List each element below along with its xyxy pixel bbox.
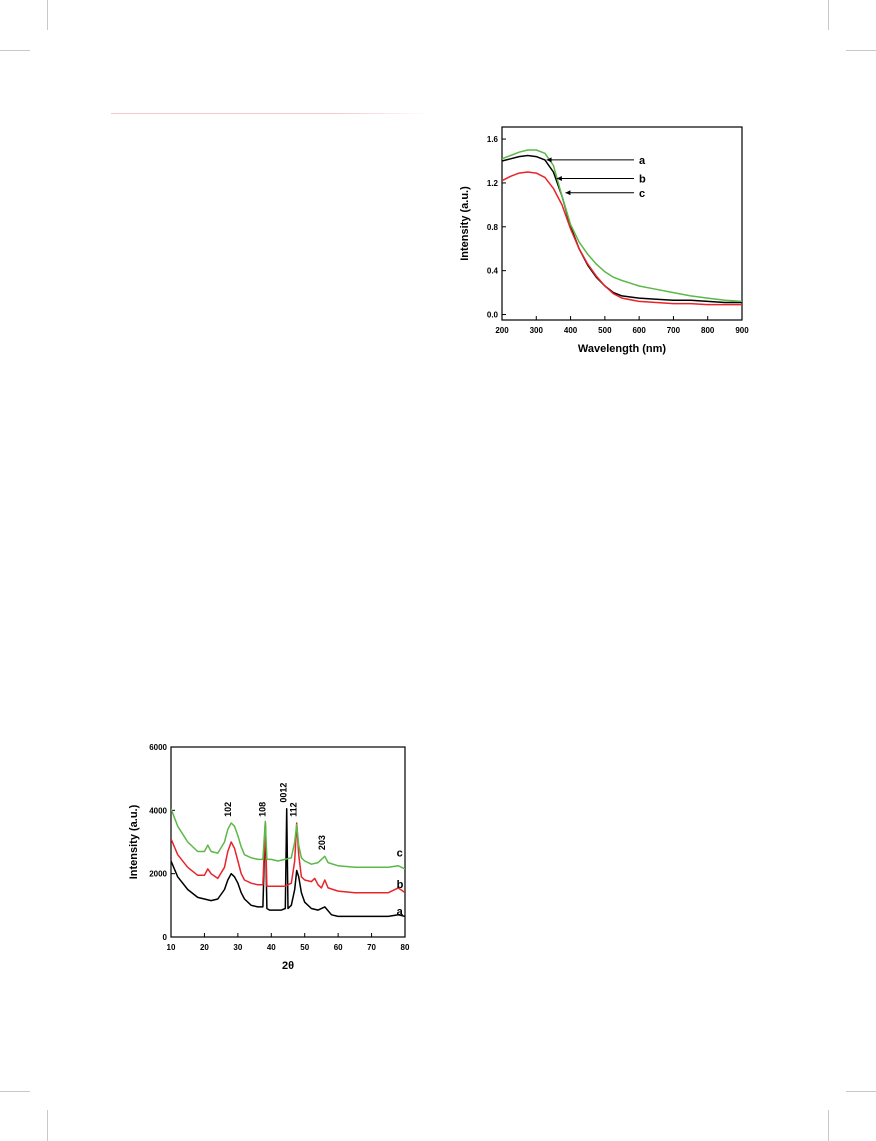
xrd-y-tick-label: 0 <box>163 933 168 942</box>
xrd-y-tick-label: 6000 <box>149 743 167 752</box>
uv-y-tick-label: 0.8 <box>487 223 499 232</box>
uv-x-tick-label: 600 <box>632 326 646 335</box>
xrd-series-label-b: b <box>397 879 404 891</box>
xrd-series-c-line <box>171 808 405 870</box>
xrd-x-tick-label: 10 <box>167 943 176 952</box>
crop-mark <box>828 0 829 30</box>
uv-x-tick-label: 500 <box>598 326 612 335</box>
uv-x-tick-label: 700 <box>667 326 681 335</box>
crop-mark <box>0 50 30 51</box>
crop-mark <box>47 0 48 30</box>
crop-mark <box>828 1110 829 1141</box>
crop-mark <box>0 1091 30 1092</box>
uv-y-tick-label: 0.4 <box>487 267 499 276</box>
xrd-peak-label-102: 102 <box>223 802 233 817</box>
xrd-series-label-c: c <box>397 847 403 859</box>
xrd-series-label-a: a <box>397 906 404 918</box>
xrd-peak-label-112: 112 <box>289 802 299 817</box>
uv-x-tick-label: 200 <box>495 326 509 335</box>
uv-annotation-label-b: b <box>639 174 646 186</box>
uv-annotation-label-c: c <box>639 188 645 200</box>
header-rule <box>111 113 431 114</box>
uv-annotation-arrowhead-c <box>565 190 571 196</box>
xrd-peak-label-0012: 0012 <box>279 783 289 803</box>
crop-mark <box>846 1091 876 1092</box>
xrd-x-tick-label: 70 <box>367 943 376 952</box>
xrd-plot-frame <box>170 746 406 938</box>
xrd-x-tick-label: 50 <box>300 943 309 952</box>
xrd-x-tick-label: 60 <box>334 943 343 952</box>
uv-x-tick-label: 900 <box>735 326 749 335</box>
uv-annotation-arrowhead-b <box>556 176 562 182</box>
uv-annotation-label-a: a <box>639 155 646 167</box>
xrd-y-tick-label: 4000 <box>149 806 167 815</box>
xrd-series-b-line <box>171 822 405 894</box>
uv-y-tick-label: 0.0 <box>487 311 499 320</box>
xrd-peak-label-203: 203 <box>317 835 327 850</box>
uv-y-tick-label: 1.2 <box>487 179 499 188</box>
crop-mark <box>846 50 876 51</box>
uv-x-axis-title: Wavelength (nm) <box>578 343 667 355</box>
xrd-x-tick-label: 20 <box>200 943 209 952</box>
uv-x-tick-label: 800 <box>701 326 715 335</box>
uv-y-tick-label: 1.6 <box>487 135 499 144</box>
uv-y-axis-title: Intensity (a.u.) <box>459 186 471 261</box>
xrd-x-axis-title: 2θ <box>282 960 294 972</box>
uv-plot-frame <box>501 126 743 321</box>
uv-series-c-line <box>502 149 742 303</box>
xrd-series-a-line <box>171 808 405 918</box>
uv-x-tick-label: 300 <box>530 326 544 335</box>
xrd-peak-label-108: 108 <box>257 802 267 817</box>
uv-series-b-line <box>502 171 742 306</box>
xrd-y-axis-title: Intensity (a.u.) <box>128 804 140 879</box>
xrd-chart: 10 20 30 40 50 60 70 80 0 2000 4000 6000 2θ Intensity… <box>128 743 410 972</box>
crop-mark <box>47 1110 48 1141</box>
xrd-y-tick-label: 2000 <box>149 870 167 879</box>
xrd-x-tick-label: 40 <box>267 943 276 952</box>
uv-annotation-arrowhead-a <box>546 157 552 163</box>
uv-x-tick-label: 400 <box>564 326 578 335</box>
xrd-x-tick-label: 30 <box>233 943 242 952</box>
uv-vis-chart: 200 300 400 500 600 700 800 900 0.0 0.4 0.8 1.2 1.6 W… <box>459 126 749 355</box>
xrd-x-tick-label: 80 <box>401 943 410 952</box>
